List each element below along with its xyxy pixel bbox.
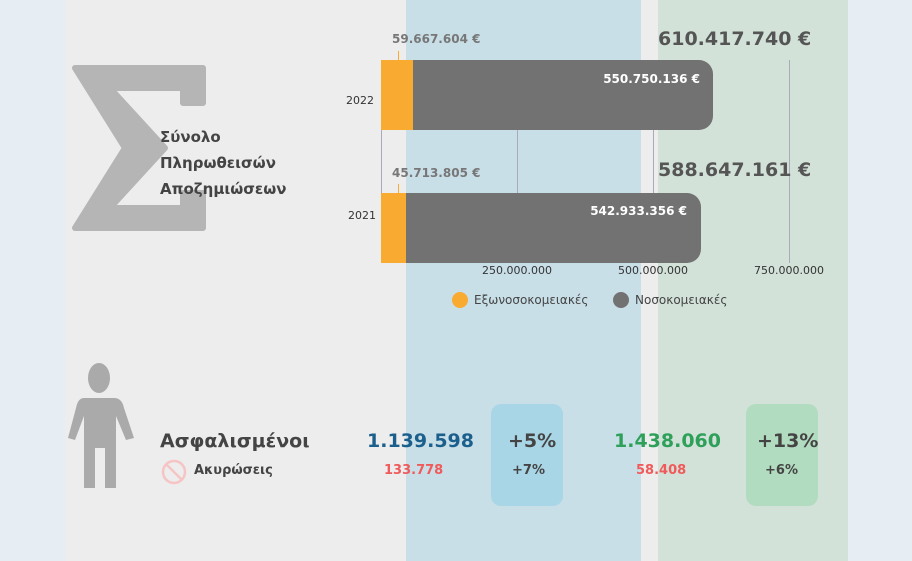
label-leader-line — [398, 184, 399, 193]
bar-2022-outpatient — [381, 60, 414, 130]
cancel-2021: 133.778 — [384, 463, 444, 478]
insured-2022: 1.438.060 — [614, 430, 721, 452]
insured-change-2021: +5% — [508, 430, 557, 452]
total-label: 588.647.161 € — [658, 159, 812, 181]
bar-2022-inpatient — [413, 60, 714, 130]
tick-label: 250.000.000 — [482, 264, 552, 277]
axis-line — [381, 60, 382, 263]
person-icon — [68, 363, 134, 488]
legend-swatch — [452, 292, 468, 308]
cancel-change-2022: +6% — [765, 463, 798, 478]
total-label: 610.417.740 € — [658, 28, 812, 50]
category-label: 2022 — [346, 94, 374, 107]
title-line: Σύνολο — [160, 128, 221, 146]
category-label: 2021 — [348, 209, 376, 222]
insured-2021: 1.139.598 — [367, 430, 474, 452]
legend-label: Εξωνοσοκομειακές — [474, 293, 589, 307]
prohibited-icon — [161, 459, 187, 485]
data-label: 542.933.356 € — [590, 204, 687, 218]
chart-title: Σύνολο Πληρωθεισών Αποζημιώσεων — [160, 124, 287, 202]
insured-label: Ασφαλισμένοι — [160, 430, 310, 452]
data-label: 59.667.604 € — [392, 32, 481, 46]
gridline — [789, 60, 790, 263]
legend-item: Εξωνοσοκομειακές — [452, 292, 588, 308]
change-box-2022 — [746, 404, 818, 506]
gridline — [517, 130, 518, 193]
cancel-change-2021: +7% — [512, 463, 545, 478]
sigma-icon — [72, 65, 206, 231]
tick-label: 500.000.000 — [618, 264, 688, 277]
data-label: 45.713.805 € — [392, 166, 481, 180]
bar-2021-inpatient — [405, 193, 702, 263]
insured-change-2022: +13% — [757, 430, 819, 452]
title-line: Πληρωθεισών — [160, 154, 276, 172]
legend-item: Νοσοκομειακές — [613, 292, 727, 308]
bar-2021-outpatient — [381, 193, 406, 263]
legend-swatch — [613, 292, 629, 308]
label-leader-line — [398, 51, 399, 60]
title-line: Αποζημιώσεων — [160, 180, 287, 198]
tick-label: 750.000.000 — [754, 264, 824, 277]
cancellations-label: Ακυρώσεις — [194, 463, 273, 478]
gridline — [653, 130, 654, 193]
data-label: 550.750.136 € — [603, 72, 700, 86]
legend-label: Νοσοκομειακές — [635, 293, 728, 307]
cancel-2022: 58.408 — [636, 463, 687, 478]
change-box-2021 — [491, 404, 563, 506]
